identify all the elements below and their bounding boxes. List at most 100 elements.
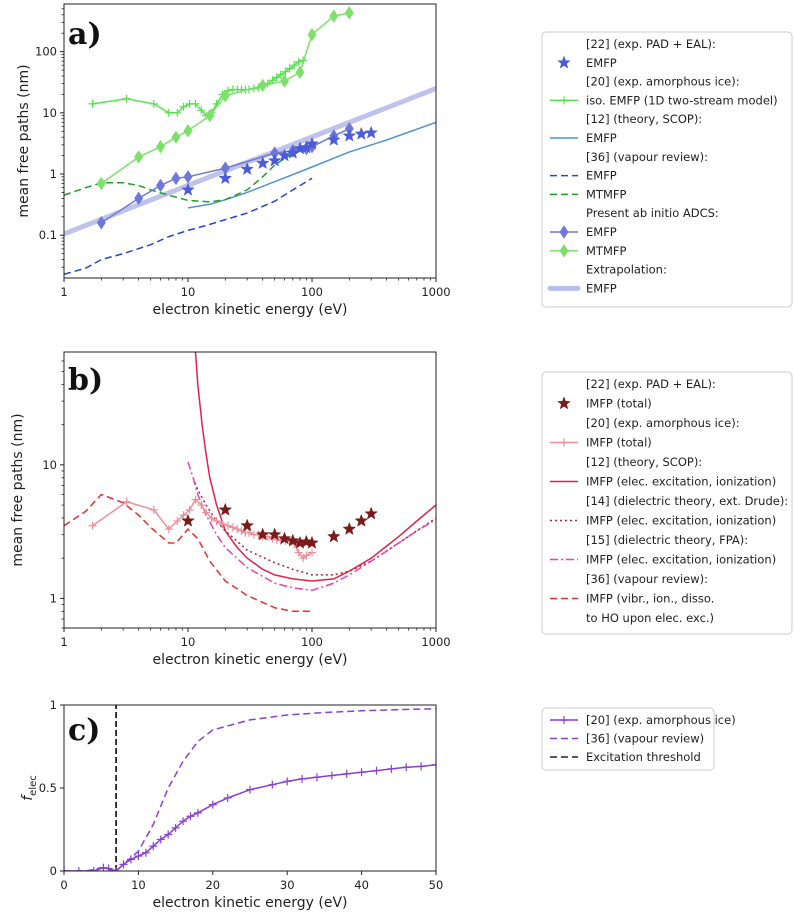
series-line-expIce — [92, 59, 304, 117]
legend-frame — [541, 707, 715, 771]
series-line-b14 — [192, 477, 436, 576]
y-tick-label: 10 — [42, 458, 57, 472]
data-point-b20 — [223, 521, 232, 530]
series-line-c36 — [64, 707, 436, 871]
data-point-expIce — [122, 94, 131, 103]
y-axis-label-main: f — [20, 794, 36, 801]
legend-entry: IMFP (elec. excitation, ionization) — [586, 475, 776, 489]
data-point-expIce — [173, 108, 182, 117]
data-point-c20 — [112, 867, 121, 871]
legend-entry: iso. EMFP (1D two-stream model) — [586, 93, 778, 107]
legend-frame — [541, 31, 793, 308]
data-point-adcsEmfp — [156, 178, 165, 193]
y-tick-label: 1 — [50, 698, 57, 712]
data-point-c20 — [432, 760, 436, 769]
legend: [20] (exp. amorphous ice) [36] (vapour re… — [541, 707, 736, 771]
data-point-c20 — [171, 823, 180, 832]
axes-frame — [63, 3, 437, 279]
data-point-expStar — [327, 132, 341, 146]
x-tick-label: 20 — [205, 878, 220, 892]
data-point-expIce — [281, 67, 290, 76]
panel-label: a) — [68, 17, 102, 52]
axes-frame — [63, 704, 437, 872]
x-tick-label: 100 — [301, 285, 323, 299]
legend-entry: EMFP — [586, 169, 617, 183]
data-point-expIce — [191, 99, 200, 108]
data-point-adcsMtmfp — [171, 130, 181, 144]
legend-entry: [36] (vapour review) — [586, 732, 704, 746]
data-point-expIce — [197, 106, 206, 115]
data-point-c20 — [298, 774, 307, 783]
data-point-b20 — [149, 505, 158, 514]
legend-entry: [12] (theory, SCOP): — [586, 455, 702, 469]
series-group — [64, 6, 436, 276]
data-point-c20 — [208, 800, 217, 809]
x-axis-label: electron kinetic energy (eV) — [153, 652, 348, 668]
x-tick-label: 40 — [354, 878, 369, 892]
data-point-adcsMtmfp — [134, 150, 144, 164]
data-point-expIce — [290, 61, 299, 70]
data-point-b20 — [302, 551, 311, 560]
legend-entry: [20] (exp. amorphous ice): — [586, 416, 740, 430]
legend-entry: [20] (exp. amorphous ice) — [586, 713, 736, 727]
legend-entry: EMFP — [586, 281, 617, 295]
data-point-b20 — [308, 548, 316, 557]
data-point-expIce — [88, 99, 97, 108]
series-line-adcsEmfp — [100, 128, 350, 224]
data-point-b20 — [228, 523, 237, 532]
data-point-b22 — [277, 531, 292, 545]
data-point-c20 — [134, 852, 143, 861]
legend-entry: Present ab initio ADCS: — [586, 206, 719, 220]
data-point-expStar — [305, 136, 319, 150]
series-expIce — [88, 56, 308, 120]
series-adcsMtmfp — [96, 6, 354, 191]
data-point-adcsMtmfp — [344, 6, 354, 20]
data-point-c20 — [246, 785, 254, 794]
legend-entry: IMFP (total) — [586, 436, 652, 450]
data-point-b22 — [354, 513, 369, 527]
data-point-adcsMtmfp — [280, 74, 289, 88]
data-point-b20 — [164, 525, 173, 534]
data-point-c20 — [387, 764, 396, 773]
data-point-b22 — [364, 506, 378, 520]
data-point-adcsMtmfp — [329, 9, 339, 23]
data-point-b20 — [191, 495, 200, 504]
series-line-scop — [187, 121, 436, 209]
data-point-expStar — [181, 182, 195, 196]
y-tick-label: 0.1 — [39, 228, 57, 242]
y-tick-label: 100 — [35, 45, 57, 59]
data-point-expIce — [179, 102, 188, 111]
data-point-adcsMtmfp — [295, 65, 305, 79]
x-axis-label: electron kinetic energy (eV) — [153, 895, 348, 911]
data-point-expIce — [285, 64, 294, 73]
legend-entry: [36] (vapour review): — [586, 572, 708, 586]
x-tick-label: 50 — [429, 878, 444, 892]
data-point-adcsMtmfp — [183, 123, 193, 138]
series-line-b12 — [194, 352, 436, 582]
series-c36 — [64, 707, 436, 871]
axis-ticks: 0 10 20 30 40 50 0 0.5 1 — [39, 698, 444, 892]
axis-ticks: 1 10 100 1000 1 10 — [42, 360, 451, 649]
x-axis-label: electron kinetic energy (eV) — [153, 302, 348, 318]
legend-entry: MTMFP — [586, 187, 626, 201]
axis-ticks: 1 10 100 1000 0.1 1 10 100 — [35, 8, 451, 299]
x-tick-label: 30 — [280, 878, 295, 892]
data-point-adcsMtmfp — [258, 78, 268, 93]
data-point-adcsEmfp — [134, 191, 144, 206]
series-b36 — [64, 493, 312, 613]
series-line-vapMtmfp — [64, 145, 313, 203]
x-tick-label: 0 — [60, 878, 67, 892]
legend-entry: [36] (vapour review): — [586, 150, 708, 164]
legend-entry: Excitation threshold — [586, 750, 701, 764]
panel-label: c) — [68, 713, 100, 748]
legend-entry: MTMFP — [586, 244, 626, 258]
data-point-b20 — [233, 525, 242, 534]
y-tick-label: 1 — [50, 167, 57, 181]
data-point-b20 — [202, 508, 211, 517]
legend-entry: [14] (dielectric theory, ext. Drude): — [586, 494, 788, 508]
data-point-b22 — [255, 527, 270, 541]
legend-handle-marker — [560, 96, 568, 105]
data-point-adcsEmfp — [183, 170, 193, 184]
data-point-b20 — [218, 520, 227, 529]
data-point-c20 — [141, 848, 150, 857]
